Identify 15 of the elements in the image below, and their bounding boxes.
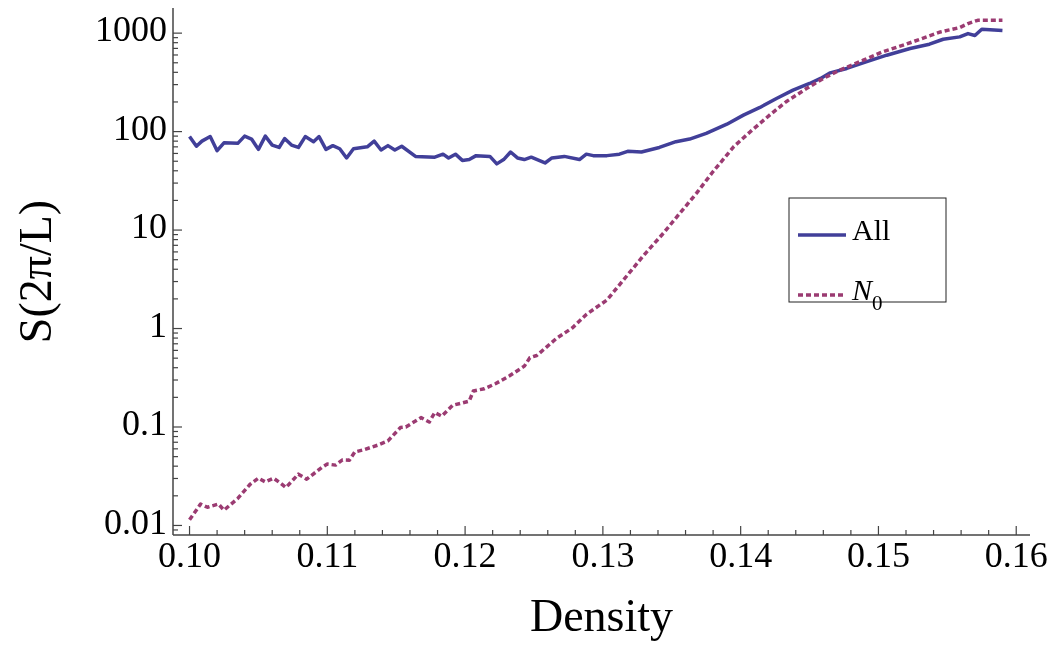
x-tick-label: 0.15: [846, 535, 910, 576]
y-tick-label: 1000: [95, 9, 167, 50]
x-tick-label: 0.11: [296, 535, 359, 576]
y-axis-title: S(2π/L): [9, 199, 61, 344]
legend-label: All: [852, 212, 891, 246]
x-axis-title: Density: [529, 589, 674, 641]
y-tick-label: 0.1: [122, 403, 167, 444]
x-tick-label: 0.14: [709, 535, 773, 576]
y-tick-label: 10: [131, 206, 167, 247]
y-tick-label: 1: [149, 304, 167, 345]
x-tick-label: 0.12: [433, 535, 497, 576]
legend-label: N$_{0}$: [851, 272, 883, 315]
y-tick-label: 100: [113, 107, 167, 148]
x-tick-label: 0.16: [984, 535, 1048, 576]
x-tick-label: 0.13: [571, 535, 635, 576]
